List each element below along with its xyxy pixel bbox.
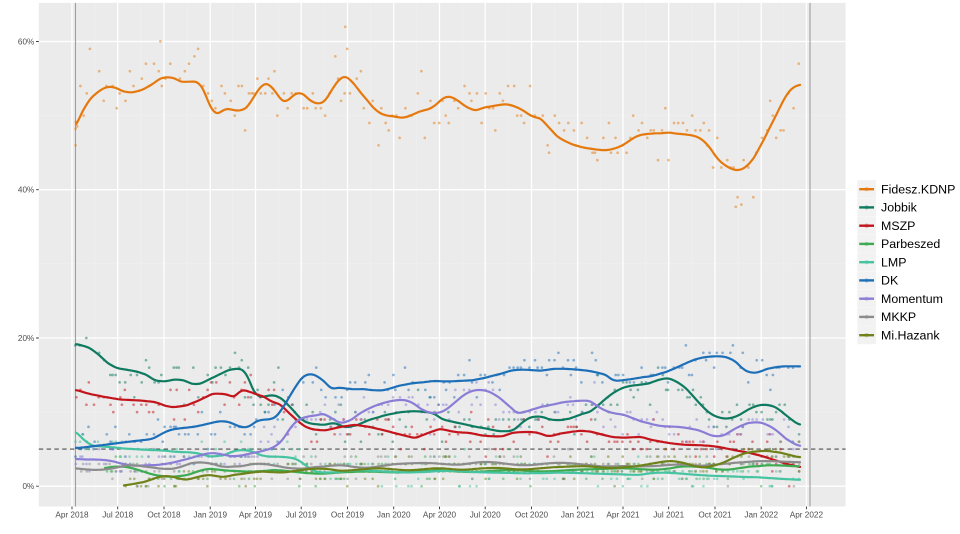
svg-text:Jul 2019: Jul 2019 — [286, 511, 317, 520]
svg-text:Jan 2021: Jan 2021 — [561, 511, 595, 520]
svg-text:Jobbik: Jobbik — [881, 201, 918, 215]
svg-text:Apr 2022: Apr 2022 — [790, 511, 824, 520]
svg-text:Oct 2020: Oct 2020 — [515, 511, 549, 520]
svg-text:Fidesz.KDNP: Fidesz.KDNP — [881, 182, 955, 196]
svg-text:Apr 2020: Apr 2020 — [423, 511, 457, 520]
svg-text:MSZP: MSZP — [881, 219, 915, 233]
svg-text:Jan 2019: Jan 2019 — [193, 511, 227, 520]
svg-text:Oct 2018: Oct 2018 — [147, 511, 181, 520]
svg-text:Parbeszed: Parbeszed — [881, 237, 940, 251]
svg-text:Jan 2020: Jan 2020 — [377, 511, 411, 520]
svg-text:LMP: LMP — [881, 255, 906, 269]
svg-text:Mi.Hazank: Mi.Hazank — [881, 328, 940, 342]
svg-text:Apr 2021: Apr 2021 — [606, 511, 640, 520]
svg-text:Momentum: Momentum — [881, 292, 943, 306]
svg-text:0%: 0% — [22, 482, 34, 491]
svg-text:Oct 2019: Oct 2019 — [331, 511, 365, 520]
svg-text:40%: 40% — [18, 186, 34, 195]
svg-text:Apr 2018: Apr 2018 — [55, 511, 89, 520]
svg-text:Jul 2020: Jul 2020 — [470, 511, 501, 520]
svg-text:Jan 2022: Jan 2022 — [744, 511, 778, 520]
svg-text:Oct 2021: Oct 2021 — [698, 511, 732, 520]
svg-text:20%: 20% — [18, 334, 34, 343]
svg-text:Jul 2018: Jul 2018 — [102, 511, 133, 520]
svg-text:Jul 2021: Jul 2021 — [653, 511, 684, 520]
svg-text:MKKP: MKKP — [881, 310, 916, 324]
svg-text:60%: 60% — [18, 37, 34, 46]
svg-text:DK: DK — [881, 274, 899, 288]
svg-text:Apr 2019: Apr 2019 — [239, 511, 273, 520]
